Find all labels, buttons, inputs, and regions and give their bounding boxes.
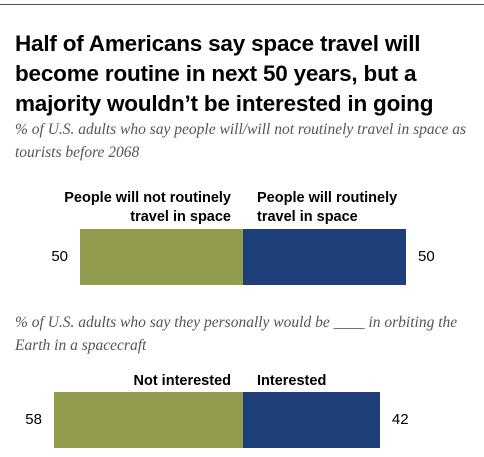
bar-not-interested — [53, 392, 243, 448]
category-label-not-interested: Not interested — [133, 373, 232, 389]
bar-not-routine — [80, 229, 243, 285]
chart-title: Half of Americans say space travel will … — [15, 31, 434, 116]
value-label-not-interested: 58 — [25, 411, 42, 428]
top-rule — [0, 4, 484, 5]
value-label-interested: 42 — [391, 411, 409, 428]
value-label-routine: 50 — [418, 248, 435, 265]
value-label-not-routine: 50 — [51, 248, 68, 265]
category-label-not-routine: People will not routinely travel in space — [64, 190, 231, 225]
subtitle-tourism: % of U.S. adults who say people will/wil… — [15, 121, 467, 161]
category-label-interested: Interested — [257, 373, 327, 389]
subtitle-interest: % of U.S. adults who say they personally… — [15, 314, 458, 354]
bar-routine — [243, 229, 406, 285]
bar-interested — [243, 392, 380, 448]
category-label-routine: People will routinely travel in space — [257, 190, 398, 225]
